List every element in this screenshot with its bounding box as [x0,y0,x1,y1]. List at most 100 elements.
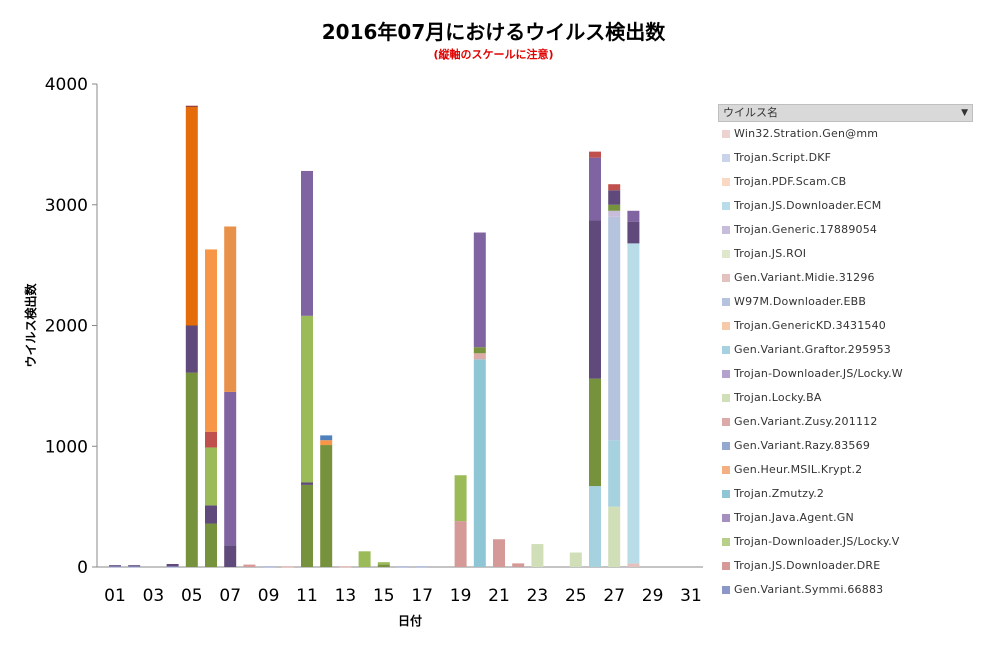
bar-segment [627,563,640,567]
bar-segment [205,523,217,567]
legend-label: Trojan.JS.Downloader.DRE [734,559,881,572]
bar-segment [205,505,217,524]
legend-label: Trojan-Downloader.JS/Locky.V [734,535,900,548]
legend-swatch [722,466,730,474]
x-tick-label: 13 [335,586,357,606]
legend-swatch [722,562,730,570]
bar-segment [589,378,601,487]
legend-item[interactable]: Trojan-Downloader.JS/Locky.V [718,530,973,554]
bar-segment [301,170,313,316]
x-tick-label: 29 [642,586,664,606]
legend-item[interactable]: Trojan.Java.Agent.GN [718,506,973,530]
bar-segment [320,435,333,441]
legend-item[interactable]: Trojan.Zmutzy.2 [718,482,973,506]
legend-label: Gen.Variant.Symmi.66883 [734,583,884,596]
bar-segment [185,106,198,326]
y-tick-label: 3000 [45,196,88,216]
legend-item[interactable]: Gen.Variant.Graftor.295953 [718,338,973,362]
y-tick-label: 2000 [45,317,88,337]
bar-segment [416,566,429,568]
legend-filter-header[interactable]: ウイルス名 ▼ [718,104,973,122]
bar-segment [589,151,601,158]
bar-segment [608,184,621,191]
legend-item[interactable]: Trojan.Locky.BA [718,386,973,410]
legend-swatch [722,130,730,138]
legend-swatch [722,370,730,378]
legend-item[interactable]: Gen.Variant.Symmi.66883 [718,578,973,602]
bar-segment [589,486,601,567]
legend-item[interactable]: Trojan.JS.Downloader.DRE [718,554,973,578]
legend-item[interactable]: Trojan.Generic.17889054 [718,218,973,242]
bar-segment [397,566,409,568]
legend-items: Win32.Stration.Gen@mm Trojan.Script.DKF Tr… [718,122,973,602]
legend-item[interactable]: Trojan.GenericKD.3431540 [718,314,973,338]
x-tick-label: 21 [488,586,510,606]
bar-segment [627,221,640,244]
legend-swatch [722,250,730,258]
bar-segment [205,447,217,506]
legend-item[interactable]: Trojan.PDF.Scam.CB [718,170,973,194]
x-tick-label: 15 [373,586,395,606]
bar-segment [589,157,601,221]
legend-swatch [722,202,730,210]
bar-segment [608,440,621,507]
legend-label: Trojan.Generic.17889054 [734,223,878,236]
bar-segment [608,190,621,205]
y-tick-label: 1000 [45,437,88,457]
chart-subtitle: (縦軸のスケールに注意) [433,48,554,61]
legend-label: W97M.Downloader.EBB [734,295,867,308]
x-tick-label: 25 [565,586,587,606]
legend-swatch [722,154,730,162]
legend-label: Gen.Variant.Graftor.295953 [734,343,891,356]
x-tick-label: 31 [680,586,702,606]
bar-segment [262,566,275,568]
bar-segment [627,243,640,564]
legend-item[interactable]: Gen.Heur.MSIL.Krypt.2 [718,458,973,482]
legend-item[interactable]: Gen.Variant.Zusy.201112 [718,410,973,434]
bar-segment [473,232,486,348]
x-tick-label: 23 [527,586,549,606]
x-tick-label: 27 [603,586,625,606]
legend-swatch [722,322,730,330]
bar-segment [569,552,582,567]
legend-item[interactable]: Gen.Variant.Midie.31296 [718,266,973,290]
x-tick-label: 07 [219,586,241,606]
bar-segment [205,249,217,432]
bar-segment [627,210,640,222]
legend-swatch [722,274,730,282]
legend-label: Trojan.Locky.BA [734,391,822,404]
bar-segment [166,563,179,567]
bar-segment [109,566,121,568]
bar-segment [473,359,486,567]
legend-swatch [722,394,730,402]
legend-item[interactable]: Trojan.Script.DKF [718,146,973,170]
legend-item[interactable]: Gen.Variant.Razy.83569 [718,434,973,458]
legend-label: Trojan.GenericKD.3431540 [734,319,887,332]
chart-title: 2016年07月におけるウイルス検出数 [321,20,666,44]
dropdown-arrow-icon[interactable]: ▼ [961,108,968,118]
bar-segment [128,566,141,568]
legend-item[interactable]: Trojan.JS.ROI [718,242,973,266]
bar-segment [608,204,621,211]
x-tick-label: 01 [104,586,126,606]
legend-item[interactable]: Win32.Stration.Gen@mm [718,122,973,146]
legend-swatch [722,418,730,426]
x-axis-title: 日付 [398,613,422,628]
bar-segment [109,565,121,567]
x-tick-label: 05 [181,586,203,606]
legend-swatch [722,298,730,306]
legend-item[interactable]: W97M.Downloader.EBB [718,290,973,314]
bar-segment [608,216,621,441]
legend-label: Win32.Stration.Gen@mm [734,127,879,140]
legend-label: Gen.Variant.Midie.31296 [734,271,875,284]
legend-label: Trojan.Java.Agent.GN [734,511,854,524]
bar-segment [185,372,198,567]
bar-segment [281,566,294,568]
legend-item[interactable]: Trojan-Downloader.JS/Locky.W [718,362,973,386]
x-tick-label: 03 [143,586,165,606]
legend-item[interactable]: Trojan.JS.Downloader.ECM [718,194,973,218]
legend-label: Trojan.PDF.Scam.CB [734,175,847,188]
bar-segment [320,445,333,567]
y-tick-label: 0 [77,558,88,578]
